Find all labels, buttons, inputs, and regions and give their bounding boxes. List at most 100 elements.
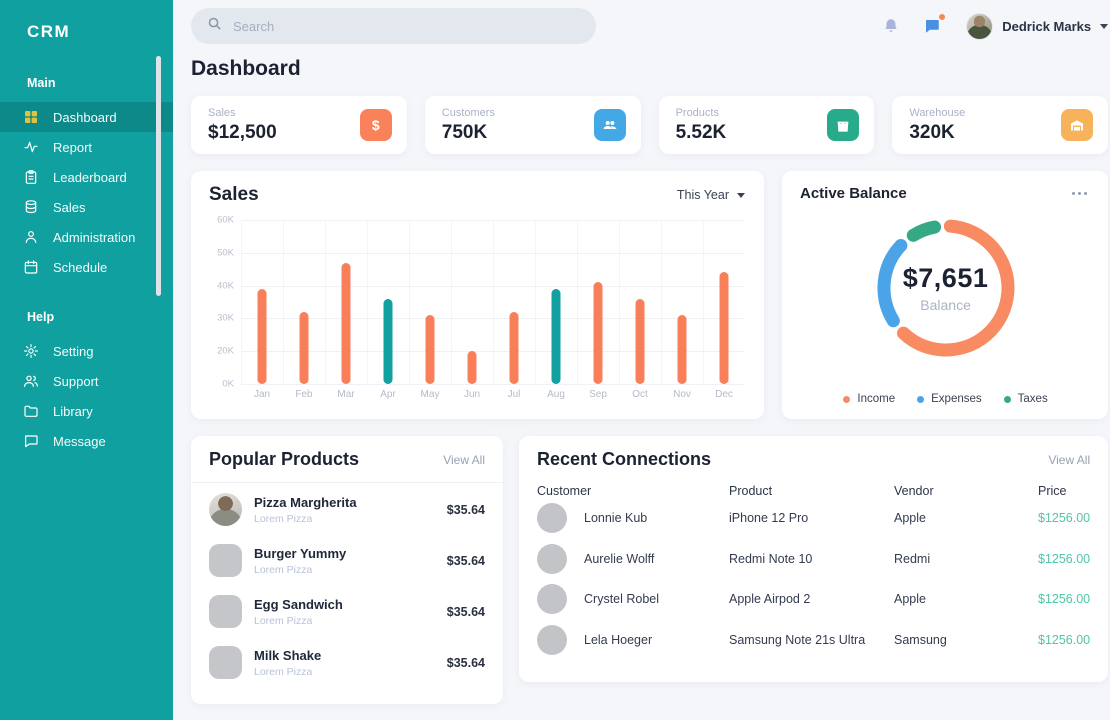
legend-item-taxes: Taxes bbox=[1003, 393, 1048, 405]
product-price: $35.64 bbox=[446, 604, 485, 619]
stat-card-value: 5.52K bbox=[675, 121, 727, 143]
chart-period-filter[interactable]: This Year bbox=[677, 188, 745, 202]
connection-customer: Aurelie Wolff bbox=[537, 543, 729, 574]
x-axis-label: Aug bbox=[547, 389, 565, 400]
app-logo: CRM bbox=[27, 22, 71, 41]
bar-column-jun bbox=[451, 220, 493, 384]
legend-label: Expenses bbox=[931, 393, 982, 405]
sidebar-item-library[interactable]: Library bbox=[0, 396, 173, 426]
product-thumbnail bbox=[209, 544, 242, 577]
sidebar-item-label: Administration bbox=[53, 229, 136, 245]
product-list-item[interactable]: Pizza Margherita Lorem Pizza $35.64 bbox=[209, 485, 485, 534]
products-view-all-link[interactable]: View All bbox=[443, 452, 485, 467]
connection-vendor: Redmi bbox=[894, 551, 931, 566]
product-subtitle: Lorem Pizza bbox=[254, 563, 313, 576]
connection-price: $1256.00 bbox=[1038, 551, 1091, 566]
search-icon bbox=[207, 16, 222, 36]
bar-column-mar bbox=[325, 220, 367, 384]
sidebar-item-label: Setting bbox=[53, 343, 94, 359]
sidebar-item-setting[interactable]: Setting bbox=[0, 336, 173, 366]
y-axis-tick: 50K bbox=[217, 247, 234, 259]
product-info: Pizza Margherita Lorem Pizza bbox=[254, 495, 357, 525]
stat-card-value: 320K bbox=[909, 121, 955, 143]
sidebar-item-report[interactable]: Report bbox=[0, 132, 173, 162]
stat-card-label: Customers bbox=[441, 106, 495, 119]
sidebar-item-label: Library bbox=[53, 403, 93, 419]
search-bar[interactable] bbox=[191, 8, 596, 44]
legend-item-expenses: Expenses bbox=[917, 393, 982, 405]
user-avatar bbox=[966, 12, 994, 40]
chart-period-label: This Year bbox=[676, 188, 729, 202]
bar-jan bbox=[257, 289, 267, 384]
product-thumbnail bbox=[209, 493, 242, 526]
notification-badge bbox=[939, 14, 946, 20]
scrollbar[interactable] bbox=[156, 56, 161, 296]
x-axis-label: Nov bbox=[673, 389, 691, 400]
customer-name: Lonnie Kub bbox=[584, 511, 648, 526]
stat-card-value: 750K bbox=[441, 121, 488, 143]
support-icon bbox=[22, 373, 39, 390]
bell-icon[interactable] bbox=[880, 15, 902, 37]
sidebar-item-support[interactable]: Support bbox=[0, 366, 173, 396]
recent-connections-title: Recent Connections bbox=[537, 449, 712, 469]
y-axis-tick: 60K bbox=[217, 214, 234, 226]
sidebar-section-label: Help bbox=[27, 310, 55, 324]
message-flag-icon[interactable] bbox=[921, 14, 946, 37]
stat-card-text: Sales $12,500 bbox=[208, 107, 277, 144]
stat-cards-row: Sales $12,500 $ Customers 750K Products 5.52K W… bbox=[191, 96, 1109, 154]
product-list-item[interactable]: Egg Sandwich Lorem Pizza $35.64 bbox=[209, 587, 485, 636]
warehouse-icon bbox=[1061, 109, 1094, 141]
product-list-item[interactable]: Milk Shake Lorem Pizza $35.64 bbox=[209, 638, 485, 687]
connections-table: Customer Product Vendor Price Lonnie Kub… bbox=[537, 484, 1090, 660]
connection-row: Lela Hoeger Samsung Note 21s Ultra Samsung… bbox=[537, 620, 1090, 661]
bar-apr bbox=[383, 299, 393, 384]
sidebar-item-leaderboard[interactable]: Leaderboard bbox=[0, 162, 173, 192]
y-axis-tick: 30K bbox=[217, 312, 234, 324]
active-balance-card: Active Balance $7,651 Balance Income Expe… bbox=[782, 171, 1109, 419]
legend-dot bbox=[843, 395, 851, 403]
sidebar-item-label: Sales bbox=[53, 199, 86, 215]
dashboard-icon bbox=[22, 109, 39, 126]
sidebar-item-sales[interactable]: Sales bbox=[0, 192, 173, 222]
connections-view-all-link[interactable]: View All bbox=[1048, 452, 1091, 467]
gridline bbox=[241, 220, 745, 221]
leaderboard-icon bbox=[22, 169, 39, 186]
sidebar-item-schedule[interactable]: Schedule bbox=[0, 252, 173, 282]
donut-chart: $7,651 Balance bbox=[800, 204, 1091, 372]
sidebar-item-dashboard[interactable]: Dashboard bbox=[0, 102, 173, 132]
chart-y-axis: 60K 50K 40K 30K 20K 0K bbox=[209, 215, 241, 390]
bar-column-jul bbox=[493, 220, 535, 384]
product-list-item[interactable]: Burger Yummy Lorem Pizza $35.64 bbox=[209, 536, 485, 585]
x-axis-label: Sep bbox=[589, 389, 607, 400]
more-options-icon[interactable] bbox=[1068, 188, 1091, 199]
connection-product: Redmi Note 10 bbox=[729, 551, 813, 566]
user-profile[interactable]: Dedrick Marks bbox=[966, 12, 1109, 40]
sidebar-item-label: Support bbox=[53, 373, 99, 389]
connection-product: Samsung Note 21s Ultra bbox=[729, 632, 866, 647]
column-vendor: Vendor bbox=[894, 484, 934, 498]
connection-vendor: Samsung bbox=[894, 632, 947, 647]
sidebar: CRM Main Dashboard Report Leaderboard Sales A… bbox=[0, 0, 173, 720]
stat-card-label: Warehouse bbox=[909, 106, 966, 119]
customer-avatar bbox=[537, 624, 567, 655]
x-axis-label: Jan bbox=[253, 389, 271, 400]
bar-aug bbox=[551, 289, 561, 384]
connection-price: $1256.00 bbox=[1038, 592, 1091, 607]
sidebar-item-message[interactable]: Message bbox=[0, 426, 173, 456]
x-axis-label: Mar bbox=[337, 389, 355, 400]
divider bbox=[191, 482, 503, 483]
x-axis-label: Feb bbox=[295, 389, 313, 400]
chevron-down-icon bbox=[737, 192, 745, 198]
bar-may bbox=[425, 315, 435, 384]
search-input[interactable] bbox=[233, 18, 553, 34]
chevron-down-icon[interactable] bbox=[1100, 23, 1109, 29]
connection-price: $1256.00 bbox=[1038, 511, 1091, 526]
message-icon bbox=[22, 433, 39, 450]
product-name: Egg Sandwich bbox=[254, 596, 343, 612]
sidebar-item-administration[interactable]: Administration bbox=[0, 222, 173, 252]
setting-icon bbox=[22, 343, 39, 360]
connection-price: $1256.00 bbox=[1038, 632, 1091, 647]
column-price: Price bbox=[1038, 484, 1067, 498]
x-axis-label: Dec bbox=[715, 389, 733, 400]
sidebar-item-label: Dashboard bbox=[53, 109, 117, 125]
